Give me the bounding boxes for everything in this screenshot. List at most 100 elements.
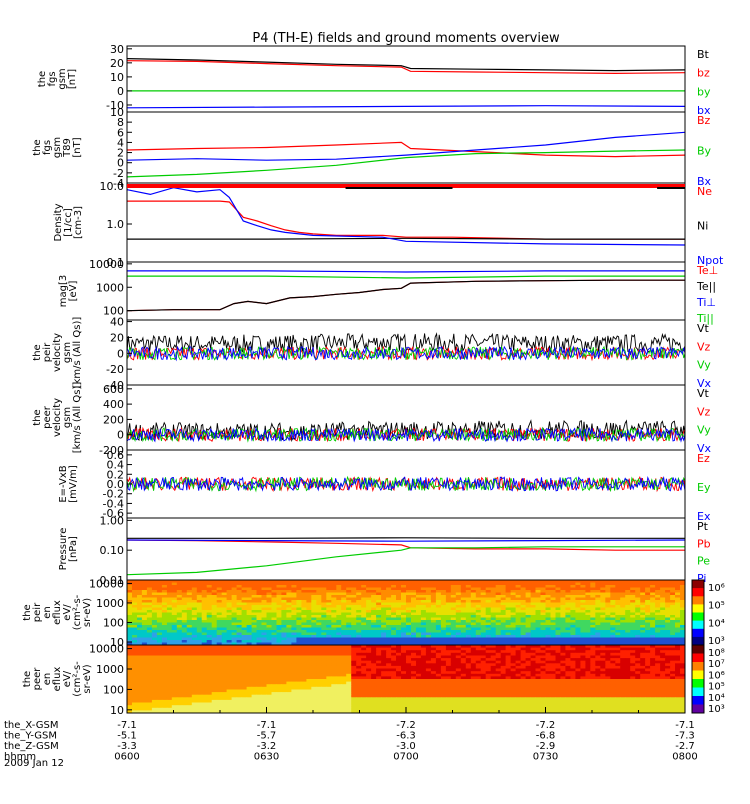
spectrogram-cell xyxy=(456,669,462,672)
spectrogram-cell xyxy=(306,653,312,656)
spectrogram-cell xyxy=(286,653,292,656)
spectrogram-cell xyxy=(167,687,173,690)
colorbar-segment xyxy=(692,596,704,605)
spectrogram-cell xyxy=(486,653,492,656)
spectrogram-cell xyxy=(366,653,372,656)
spectrogram-cell xyxy=(262,687,268,690)
y-tick-label: 400 xyxy=(103,398,124,411)
spectrogram-cell xyxy=(476,653,482,656)
spectrogram-cell xyxy=(152,653,158,656)
spectrogram-cell xyxy=(660,653,666,656)
spectrogram-cell xyxy=(491,653,497,656)
spectrogram-cell xyxy=(356,669,362,672)
spectrogram-cell xyxy=(491,669,497,672)
spectrogram-cell xyxy=(386,653,392,656)
spectrogram-cell xyxy=(670,669,676,672)
spectrogram-cell xyxy=(585,669,591,672)
spectrogram-cell xyxy=(242,687,248,690)
series-ni-line xyxy=(127,238,685,239)
spectrogram-cell xyxy=(516,653,522,656)
spectrogram-cell xyxy=(137,653,143,656)
spectrogram-cell xyxy=(311,687,317,690)
spectrogram-cell xyxy=(675,669,681,672)
spectrogram-cell xyxy=(316,653,322,656)
spectrogram-cell xyxy=(421,653,427,656)
spectrogram-cell xyxy=(217,669,223,672)
spectrogram-cell xyxy=(321,653,327,656)
spectrogram-cell xyxy=(142,653,148,656)
spectrogram-cell xyxy=(536,669,542,672)
spectrogram-cell xyxy=(227,669,233,672)
spectrogram-cell xyxy=(595,669,601,672)
spectrogram-cell xyxy=(446,669,452,672)
spectrogram-cell xyxy=(301,653,307,656)
panel-frame xyxy=(127,183,685,262)
spectrogram-cell xyxy=(361,653,367,656)
spectrogram-cell xyxy=(600,653,606,656)
spectrogram-cell xyxy=(556,653,562,656)
y-tick-label: 10000 xyxy=(89,258,124,271)
spectrogram-cell xyxy=(481,669,487,672)
spectrogram-cell xyxy=(366,687,372,690)
spectrogram-cell xyxy=(416,669,422,672)
y-tick-label: 30 xyxy=(110,43,124,56)
legend-entry: Vt xyxy=(697,387,710,400)
spectrogram-cell xyxy=(451,687,457,690)
spectrogram-cell xyxy=(476,669,482,672)
spectrogram-cell xyxy=(272,687,278,690)
spectrogram-cell xyxy=(491,687,497,690)
spectrogram-cell xyxy=(471,653,477,656)
spectrogram-cell xyxy=(471,669,477,672)
spectrogram-cell xyxy=(556,669,562,672)
spectrogram-cell xyxy=(421,687,427,690)
y-axis-label: [nT] xyxy=(67,69,78,89)
spectrogram-cell xyxy=(222,653,228,656)
spectrogram-cell xyxy=(321,669,327,672)
spectrogram-cell xyxy=(615,653,621,656)
spectrogram-cell xyxy=(391,653,397,656)
spectrogram-cell xyxy=(281,687,287,690)
legend-entry: By xyxy=(697,145,712,158)
spectrogram-cell xyxy=(610,669,616,672)
spectrogram-cell xyxy=(431,687,437,690)
spectrogram-cell xyxy=(296,669,302,672)
y-tick-label: 0 xyxy=(117,429,124,442)
spectrogram-cell xyxy=(660,669,666,672)
y-tick-label: 1000 xyxy=(96,597,124,610)
spectrogram-cell xyxy=(615,669,621,672)
spectrogram-cell xyxy=(610,653,616,656)
spectrogram-cell xyxy=(356,653,362,656)
spectrogram-cell xyxy=(401,653,407,656)
y-axis-label: [nPa] xyxy=(68,536,79,562)
spectrogram-cell xyxy=(401,669,407,672)
spectrogram-cell xyxy=(426,653,432,656)
spectrogram-cell xyxy=(496,669,502,672)
spectrogram-cell xyxy=(461,687,467,690)
spectrogram-cell xyxy=(187,653,193,656)
spectrogram-cell xyxy=(187,669,193,672)
spectrogram-cell xyxy=(281,669,287,672)
spectrogram-cell xyxy=(461,669,467,672)
spectrogram-cell xyxy=(371,687,377,690)
spectrogram-cell xyxy=(182,669,188,672)
figure-title: P4 (TH-E) fields and ground moments over… xyxy=(252,31,560,46)
legend-entry: Vz xyxy=(697,405,711,418)
spectrogram-cell xyxy=(212,687,218,690)
legend-entry: Vz xyxy=(697,340,711,353)
y-tick-label: 10 xyxy=(110,71,124,84)
spectrogram-cell xyxy=(665,653,671,656)
spectrogram-cell xyxy=(326,687,332,690)
spectrogram-cell xyxy=(272,653,278,656)
spectrogram-cell xyxy=(311,653,317,656)
spectrogram-cell xyxy=(381,687,387,690)
colorbar-segment xyxy=(692,580,704,589)
spectrogram-cell xyxy=(565,653,571,656)
spectrogram-cell xyxy=(331,669,337,672)
spectrogram-cell xyxy=(476,687,482,690)
spectrogram-cell xyxy=(526,669,532,672)
legend-entry: Te⊥ xyxy=(696,264,718,277)
spectrogram-cell xyxy=(386,687,392,690)
spectrogram-cell xyxy=(431,669,437,672)
spectrogram-cell xyxy=(336,687,342,690)
